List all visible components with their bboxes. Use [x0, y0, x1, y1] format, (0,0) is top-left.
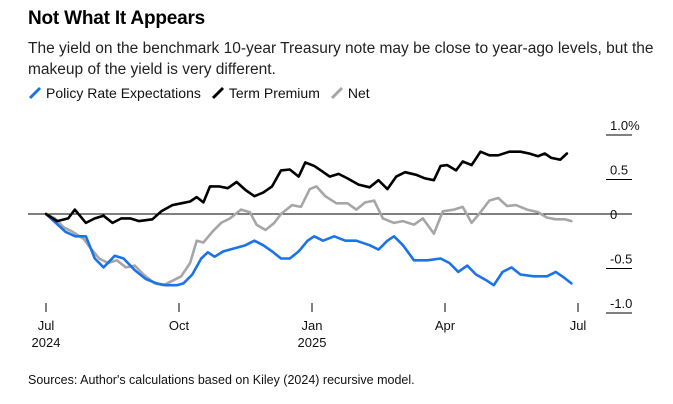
- legend-label-term: Term Premium: [228, 85, 320, 101]
- legend-item-net: Net: [330, 85, 370, 101]
- series-line-policy: [44, 212, 573, 287]
- x-tick-label-3: Apr: [435, 318, 456, 333]
- x-tick-label-2: Jan: [302, 318, 323, 333]
- legend-item-term: Term Premium: [211, 85, 320, 101]
- legend: Policy Rate Expectations Term Premium Ne…: [28, 85, 370, 101]
- x-tick-label-0: Jul: [38, 318, 55, 333]
- legend-swatch-term: [211, 86, 224, 100]
- legend-swatch-policy: [28, 86, 42, 100]
- x-tick-label-1: Oct: [169, 318, 190, 333]
- x-tick-sublabel-0: 2024: [32, 335, 61, 350]
- y-tick-label-3: -0.5: [610, 252, 632, 267]
- chart-subtitle: The yield on the benchmark 10-year Treas…: [28, 40, 654, 78]
- y-tick-label-4: -1.0: [610, 296, 632, 311]
- y-tick-label-1: 0.5: [610, 163, 628, 178]
- legend-swatch-net: [330, 86, 343, 100]
- x-tick-label-4: Jul: [570, 318, 587, 333]
- chart-title: Not What It Appears: [28, 8, 206, 29]
- series-line-net: [44, 185, 573, 287]
- x-tick-sublabel-2: 2025: [298, 335, 327, 350]
- chart-source: Sources: Author's calculations based on …: [28, 373, 415, 387]
- y-tick-label-0: 1.0%: [610, 118, 640, 133]
- legend-item-policy: Policy Rate Expectations: [28, 85, 201, 101]
- legend-label-policy: Policy Rate Expectations: [46, 85, 201, 101]
- legend-label-net: Net: [347, 85, 370, 101]
- series-line-term: [44, 150, 569, 225]
